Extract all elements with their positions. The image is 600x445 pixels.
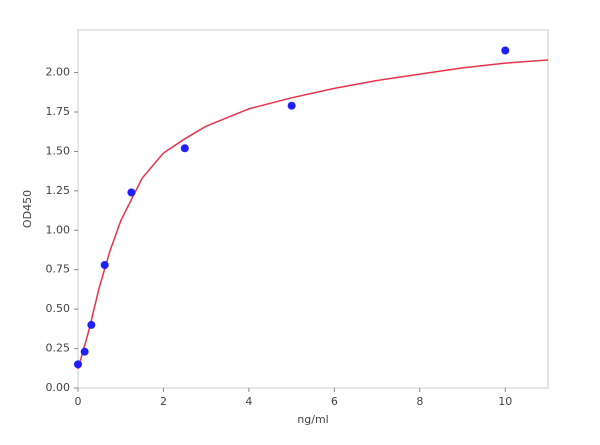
y-tick-label: 2.00 (46, 66, 71, 79)
data-point (180, 144, 189, 153)
y-tick-label: 1.25 (46, 184, 71, 197)
y-tick-label: 1.75 (46, 105, 71, 118)
data-point (80, 347, 89, 356)
data-point (287, 101, 296, 110)
x-tick-label: 6 (331, 395, 338, 408)
data-point (100, 260, 109, 269)
x-tick-label: 8 (416, 395, 423, 408)
x-axis-label: ng/ml (297, 413, 328, 426)
y-tick-label: 0.75 (46, 263, 71, 276)
y-tick-label: 1.50 (46, 144, 71, 157)
data-point (127, 188, 136, 197)
data-point (501, 46, 510, 55)
x-tick-label: 10 (498, 395, 512, 408)
data-point (74, 360, 82, 369)
x-tick-label: 4 (245, 395, 252, 408)
fit-curve (77, 59, 549, 370)
y-tick-label: 0.50 (46, 302, 71, 315)
y-tick-label: 1.00 (46, 223, 71, 236)
x-tick-label: 2 (160, 395, 167, 408)
y-tick-label: 0.25 (46, 342, 71, 355)
x-tick-label: 0 (75, 395, 82, 408)
data-point (87, 320, 96, 329)
y-axis-label: OD450 (21, 190, 34, 228)
plot-frame (77, 29, 549, 389)
y-tick-label: 0.00 (46, 381, 71, 394)
